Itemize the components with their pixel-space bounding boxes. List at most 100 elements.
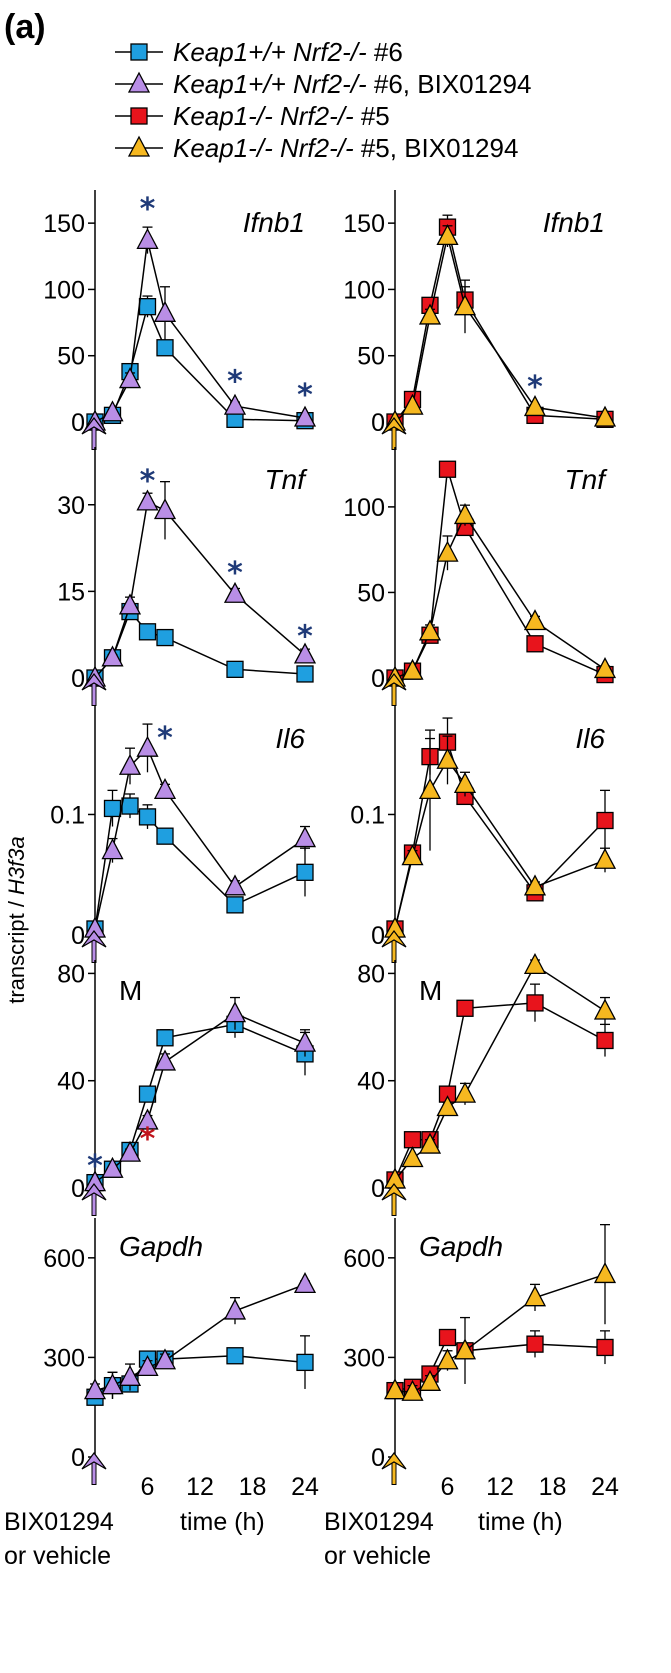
gene-label: Ifnb1 [543,207,605,238]
data-point [226,660,244,678]
data-point [103,799,122,818]
series-line [394,236,606,423]
y-tick-label: 0 [71,1175,85,1203]
data-point [156,1029,174,1047]
data-point [223,1298,247,1320]
data-point [293,826,317,848]
x-tick-label: 6 [441,1473,455,1501]
data-point [136,227,159,250]
data-point [418,1369,442,1391]
series [83,996,317,1192]
gene-label: Il6 [575,723,605,754]
significance-star: * [227,556,243,591]
significance-star: * [297,620,313,655]
x-axis-labels: BIX01294 or vehicle time (h) BIX01294 or veh… [4,1508,563,1570]
data-point [523,874,547,896]
y-tick-label: 40 [57,1068,85,1096]
data-point [83,1378,107,1400]
chart-panel-tnf-right: 0 50 100 Tnf [343,447,617,706]
y-tick-label: 80 [357,960,385,988]
data-point [596,1338,614,1357]
legend-label: Keap1+/+ Nrf2-/- #6, BIX01294 [173,69,531,99]
treatment-arrow-icon [381,673,407,706]
y-tick-label: 0 [371,409,385,437]
data-point [436,224,459,246]
y-axis-label: transcript / H3f3a [4,836,29,1004]
series-line [94,240,306,423]
gene-label: Gapdh [419,1231,503,1262]
data-point [593,847,617,869]
x-axis-title: time (h) [478,1508,563,1536]
data-point [401,1379,424,1401]
data-point [596,1031,614,1050]
arrow-head [381,930,407,948]
y-tick-label: 50 [357,579,385,607]
chart-panel-ifnb1-right: 0 50 100 150 Ifnb1 * [343,190,617,450]
data-point [156,339,174,357]
data-point [226,1347,244,1365]
data-point [296,1353,314,1372]
treatment-arrow-icon [81,1452,107,1485]
treatment-arrow-icon [81,930,107,963]
legend-item: Keap1+/+ Nrf2-/- #6, BIX01294 [115,69,531,99]
series [86,1335,314,1406]
data-point [156,827,174,845]
gene-label: M [419,975,442,1006]
legend-marker [127,135,151,157]
arrow-head [81,417,107,435]
chart-panel-tnf-left: 0 15 30 Tnf * * * [57,447,317,706]
data-point [118,367,142,389]
legend-item: Keap1+/+ Nrf2-/- #6 [115,37,403,67]
y-tick-label: 600 [43,1245,85,1273]
x-tick-label: 18 [239,1473,267,1501]
y-tick-label: 0 [371,1175,385,1203]
chart-panel-gapdh-right: 0 300 600 Gapdh 6 12 18 24 [343,1218,619,1501]
gene-label: Gapdh [119,1231,203,1262]
data-point [118,593,142,615]
data-point [418,1132,442,1154]
data-point [593,998,617,1020]
data-point [453,1081,477,1103]
chart-panel-il6-left: 0 0.1 Il6 * [50,706,317,963]
treatment-label-line1: BIX01294 [324,1508,434,1536]
legend-genotype: Keap1-/- Nrf2-/- [173,101,354,131]
y-tick-label: 100 [43,276,85,304]
y-axis-label-gene: H3f3a [4,836,29,895]
legend-genotype: Keap1+/+ Nrf2-/- [173,69,367,99]
series [386,983,614,1189]
data-point [118,1364,142,1386]
data-point [593,405,617,427]
y-tick-label: 0 [71,665,85,693]
data-point [453,771,477,793]
chart-panel-il6-right: 0 0.1 Il6 [350,706,617,963]
x-tick-label: 6 [141,1473,155,1501]
treatment-arrow-icon [81,1183,107,1216]
x-tick-label: 24 [591,1473,619,1501]
series-line [94,500,306,679]
y-axis-label-prefix: transcript / [4,895,29,1004]
data-point [223,874,247,896]
arrow-head [381,417,407,435]
series [86,295,314,431]
data-point [526,1335,544,1353]
y-tick-label: 0.1 [50,801,85,829]
data-point [101,1373,124,1395]
arrow-head [381,1452,407,1470]
series-line [394,468,606,679]
data-point [136,735,159,757]
treatment-arrow-icon [381,930,407,963]
data-point [138,808,157,826]
data-point [401,844,424,866]
data-point [293,1271,317,1294]
legend-genotype: Keap1+/+ Nrf2-/- [173,37,367,67]
series [83,723,317,938]
y-tick-label: 100 [343,494,385,522]
data-point [436,540,459,562]
data-point [436,1095,459,1117]
data-point [153,1348,177,1370]
data-point [296,863,314,881]
series [383,1223,617,1401]
significance-star: * [227,365,243,400]
y-tick-label: 0 [371,1444,385,1472]
